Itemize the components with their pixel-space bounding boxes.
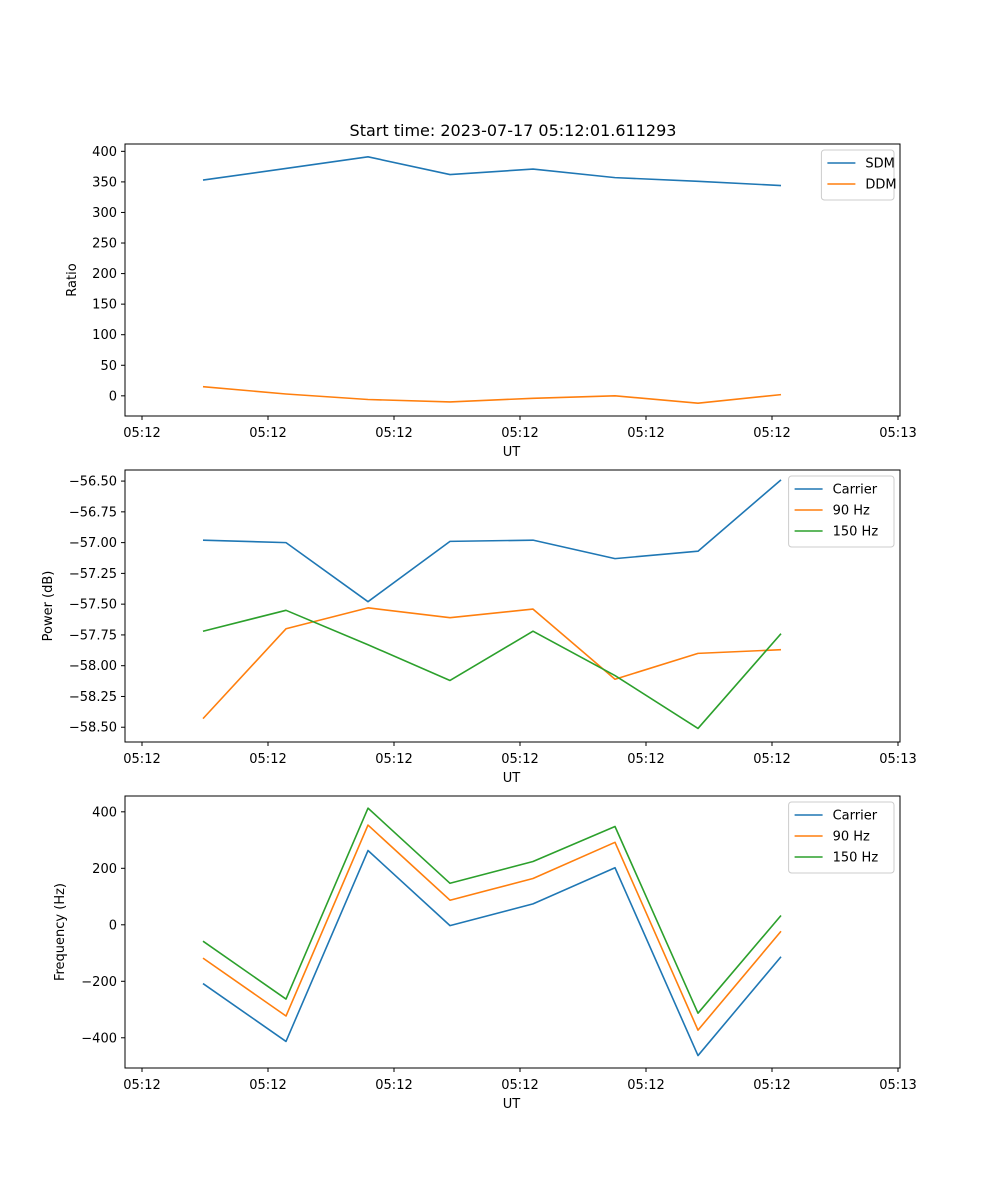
- y-tick-label: −200: [81, 975, 117, 990]
- x-tick-label: 05:12: [501, 1078, 538, 1093]
- y-tick-label: 150: [92, 298, 117, 313]
- legend-label: 90 Hz: [833, 830, 870, 845]
- y-tick-label: 250: [92, 237, 117, 252]
- figure-title: Start time: 2023-07-17 05:12:01.611293: [350, 121, 677, 140]
- series-line-90-hz: [202, 607, 782, 720]
- y-tick-label: 350: [92, 175, 117, 190]
- series-line-ddm: [202, 385, 782, 404]
- y-tick-label: −57.25: [69, 567, 117, 582]
- x-tick-label: 05:12: [249, 426, 286, 441]
- x-tick-label: 05:13: [879, 752, 916, 767]
- x-axis-label: UT: [503, 1097, 521, 1112]
- y-tick-label: −57.75: [69, 628, 117, 643]
- series-line-carrier: [202, 479, 782, 603]
- y-axis-label: Power (dB): [41, 571, 56, 642]
- x-tick-label: 05:12: [123, 426, 160, 441]
- x-tick-label: 05:12: [501, 426, 538, 441]
- series-line-150-hz: [202, 807, 782, 1015]
- chart-panel-2: −58.50 −58.25 −58.00 −57.75 −57.50 −57.25 −57.…: [41, 469, 917, 786]
- chart-panel-1: 0 50 100 150 200 250 300 350 400 05:12 05:12 05:12 0…: [65, 143, 917, 460]
- y-tick-label: −58.50: [69, 721, 117, 736]
- legend-label: DDM: [865, 178, 896, 193]
- x-tick-label: 05:12: [627, 752, 664, 767]
- legend: Carrier 90 Hz 150 Hz: [788, 801, 895, 874]
- y-tick-label: 100: [92, 328, 117, 343]
- x-tick-label: 05:13: [879, 1078, 916, 1093]
- x-tick-label: 05:12: [375, 752, 412, 767]
- series-line-150-hz: [202, 609, 782, 730]
- y-tick-label: 200: [92, 267, 117, 282]
- legend: Carrier 90 Hz 150 Hz: [788, 475, 895, 548]
- legend: SDM DDM: [820, 149, 897, 201]
- legend-label: SDM: [865, 157, 894, 172]
- y-tick-label: −57.50: [69, 598, 117, 613]
- legend-box: [788, 801, 895, 874]
- plot-frame: [124, 795, 901, 1069]
- y-tick-label: 50: [100, 359, 117, 374]
- y-tick-label: −57.00: [69, 536, 117, 551]
- plot-frame: [124, 469, 901, 743]
- y-tick-label: −58.25: [69, 690, 117, 705]
- x-tick-label: 05:12: [627, 1078, 664, 1093]
- y-tick-label: −58.00: [69, 659, 117, 674]
- x-tick-label: 05:12: [249, 1078, 286, 1093]
- x-tick-label: 05:12: [501, 752, 538, 767]
- y-tick-label: −56.75: [69, 505, 117, 520]
- x-tick-label: 05:12: [123, 752, 160, 767]
- x-tick-label: 05:12: [123, 1078, 160, 1093]
- x-tick-label: 05:12: [753, 426, 790, 441]
- x-axis-label: UT: [503, 771, 521, 786]
- y-tick-label: 400: [92, 805, 117, 820]
- y-tick-label: 200: [92, 862, 117, 877]
- y-axis-label: Ratio: [65, 263, 80, 296]
- x-tick-label: 05:12: [753, 752, 790, 767]
- legend-label: 150 Hz: [833, 851, 879, 866]
- legend-label: 90 Hz: [833, 504, 870, 519]
- y-tick-label: 0: [109, 918, 117, 933]
- y-axis-label: Frequency (Hz): [53, 883, 68, 981]
- series-line-carrier: [202, 849, 782, 1057]
- legend-box: [788, 475, 895, 548]
- x-tick-label: 05:12: [375, 1078, 412, 1093]
- series-line-90-hz: [202, 824, 782, 1031]
- x-axis-label: UT: [503, 445, 521, 460]
- y-tick-label: −400: [81, 1031, 117, 1046]
- y-tick-label: −56.50: [69, 475, 117, 490]
- legend-label: 150 Hz: [833, 525, 879, 540]
- y-tick-label: 0: [109, 389, 117, 404]
- x-tick-label: 05:13: [879, 426, 916, 441]
- y-tick-label: 300: [92, 206, 117, 221]
- x-tick-label: 05:12: [249, 752, 286, 767]
- y-tick-label: 400: [92, 145, 117, 160]
- x-tick-label: 05:12: [627, 426, 664, 441]
- series-line-sdm: [202, 156, 782, 187]
- x-tick-label: 05:12: [753, 1078, 790, 1093]
- legend-label: Carrier: [833, 483, 878, 498]
- chart-panel-3: −400 −200 0 200 400 05:12 05:12 05:12 05:12 05:12…: [53, 795, 917, 1112]
- x-tick-label: 05:12: [375, 426, 412, 441]
- plot-frame: [124, 143, 901, 417]
- legend-label: Carrier: [833, 809, 878, 824]
